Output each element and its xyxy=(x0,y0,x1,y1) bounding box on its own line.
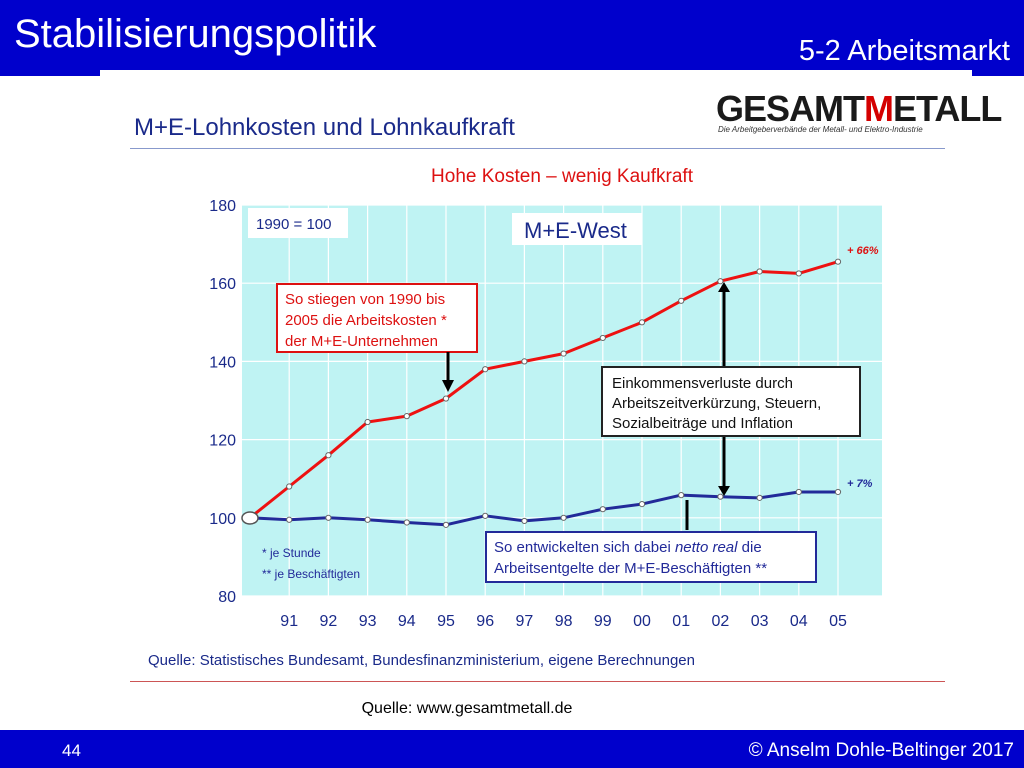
data-point xyxy=(795,488,802,496)
data-point xyxy=(717,493,724,500)
x-tick-label: 01 xyxy=(672,613,690,630)
costs-annotation-box xyxy=(276,283,478,353)
data-point xyxy=(560,514,567,521)
x-tick-label: 02 xyxy=(712,613,730,630)
costs-arrow-head xyxy=(442,380,454,392)
header-divider xyxy=(100,70,972,76)
data-point xyxy=(482,366,489,373)
data-point xyxy=(286,516,293,523)
chapter-label: 5-2 Arbeitsmarkt xyxy=(798,35,1010,67)
data-point xyxy=(834,258,842,265)
logo-subtitle: Die Arbeitgeberverbände der Metall- und … xyxy=(718,125,923,134)
origin-marker xyxy=(241,511,259,525)
data-point xyxy=(521,517,528,525)
data-point xyxy=(442,521,450,528)
data-point xyxy=(678,297,685,304)
losses-annotation-line-3: Sozialbeiträge und Inflation xyxy=(612,415,793,432)
index-label: 1990 = 100 xyxy=(256,216,332,233)
data-point xyxy=(364,418,371,426)
data-point xyxy=(403,519,410,526)
y-tick-label: 100 xyxy=(209,511,236,528)
real-wage-annotation-line-2: Arbeitsentgelte der M+E-Beschäftigten ** xyxy=(494,560,767,577)
data-point xyxy=(678,492,685,499)
y-tick-label: 80 xyxy=(218,589,236,606)
x-tick-label: 04 xyxy=(790,613,808,630)
x-tick-label: 92 xyxy=(320,613,338,630)
series-line-1 xyxy=(249,490,838,527)
y-tick-label: 120 xyxy=(209,433,236,450)
data-point xyxy=(717,278,724,285)
data-point xyxy=(482,512,489,519)
costs-end-label: + 66% xyxy=(847,245,879,257)
data-point xyxy=(638,319,646,326)
figure-heading: M+E-Lohnkosten und Lohnkaufkraft xyxy=(134,114,515,141)
series-points xyxy=(286,258,842,528)
figure-bottom-rule xyxy=(130,681,945,682)
page-number: 44 xyxy=(62,741,81,760)
x-tick-label: 99 xyxy=(594,613,612,630)
data-point xyxy=(599,506,606,513)
data-point xyxy=(521,358,528,365)
figure-source: Quelle: Statistisches Bundesamt, Bundesf… xyxy=(148,652,695,669)
x-tick-label: 97 xyxy=(516,613,534,630)
footnote-per-hour: * je Stunde xyxy=(262,546,321,560)
x-tick-label: 95 xyxy=(437,613,455,630)
slide-footer-bar xyxy=(0,730,1024,768)
data-point xyxy=(560,350,567,357)
x-tick-label: 05 xyxy=(829,613,847,630)
x-tick-label: 93 xyxy=(359,613,377,630)
real-wage-annotation-line-1: So entwickelten sich dabei netto real di… xyxy=(494,539,762,556)
slide-title: Stabilisierungspolitik xyxy=(14,12,377,56)
losses-annotation-line-2: Arbeitszeitverkürzung, Steuern, xyxy=(612,395,821,412)
region-label: M+E-West xyxy=(524,218,627,243)
series-lines xyxy=(249,260,839,527)
losses-arrow-head-up xyxy=(718,282,730,292)
losses-annotation-box xyxy=(601,366,861,437)
data-point xyxy=(756,494,763,501)
real-wage-annotation-box xyxy=(485,531,817,583)
data-point xyxy=(442,395,450,402)
data-point xyxy=(795,270,802,277)
x-tick-label: 98 xyxy=(555,613,573,630)
real-wage-end-label: + 7% xyxy=(847,478,873,490)
losses-annotation-line-1: Einkommensverluste durch xyxy=(612,375,793,392)
gesamtmetall-logo: GESAMTMETALL Die Arbeitgeberverbände der… xyxy=(716,90,1002,138)
x-tick-label: 91 xyxy=(280,613,298,630)
x-tick-label: 03 xyxy=(751,613,769,630)
costs-annotation-line-2: 2005 die Arbeitskosten * xyxy=(285,312,447,329)
data-point xyxy=(403,413,410,420)
y-axis-ticks: 80 100 120 140 160 180 xyxy=(209,198,236,606)
logo-wordmark: GESAMTMETALL xyxy=(716,88,1002,129)
footnote-per-employee: ** je Beschäftigten xyxy=(262,567,360,581)
series-line-0 xyxy=(249,260,839,519)
index-label-box xyxy=(248,208,348,238)
losses-arrow-head-down xyxy=(718,486,730,496)
heading-rule xyxy=(130,148,945,149)
data-point xyxy=(638,501,646,508)
region-label-box xyxy=(512,213,642,245)
y-tick-label: 180 xyxy=(209,198,236,215)
costs-annotation-line-1: So stiegen von 1990 bis xyxy=(285,291,445,308)
data-point xyxy=(756,268,763,275)
slide-header-bar xyxy=(0,0,1024,76)
x-tick-label: 94 xyxy=(398,613,416,630)
y-tick-label: 160 xyxy=(209,276,236,293)
x-axis-ticks: 91 92 93 94 95 96 97 98 99 00 01 02 03 04 05 xyxy=(280,613,847,630)
x-tick-label: 00 xyxy=(633,613,651,630)
y-tick-label: 140 xyxy=(209,354,236,371)
source-url: Quelle: www.gesamtmetall.de xyxy=(361,700,573,717)
data-point xyxy=(834,488,842,496)
costs-annotation-line-3: der M+E-Unternehmen xyxy=(285,333,438,350)
x-tick-label: 96 xyxy=(476,613,494,630)
data-point xyxy=(286,483,293,490)
data-point xyxy=(325,452,332,459)
chart-title: Hohe Kosten – wenig Kaufkraft xyxy=(431,166,694,187)
data-point xyxy=(599,334,606,342)
copyright: © Anselm Dohle-Beltinger 2017 xyxy=(748,740,1014,761)
data-point xyxy=(364,516,371,523)
data-point xyxy=(325,514,332,521)
